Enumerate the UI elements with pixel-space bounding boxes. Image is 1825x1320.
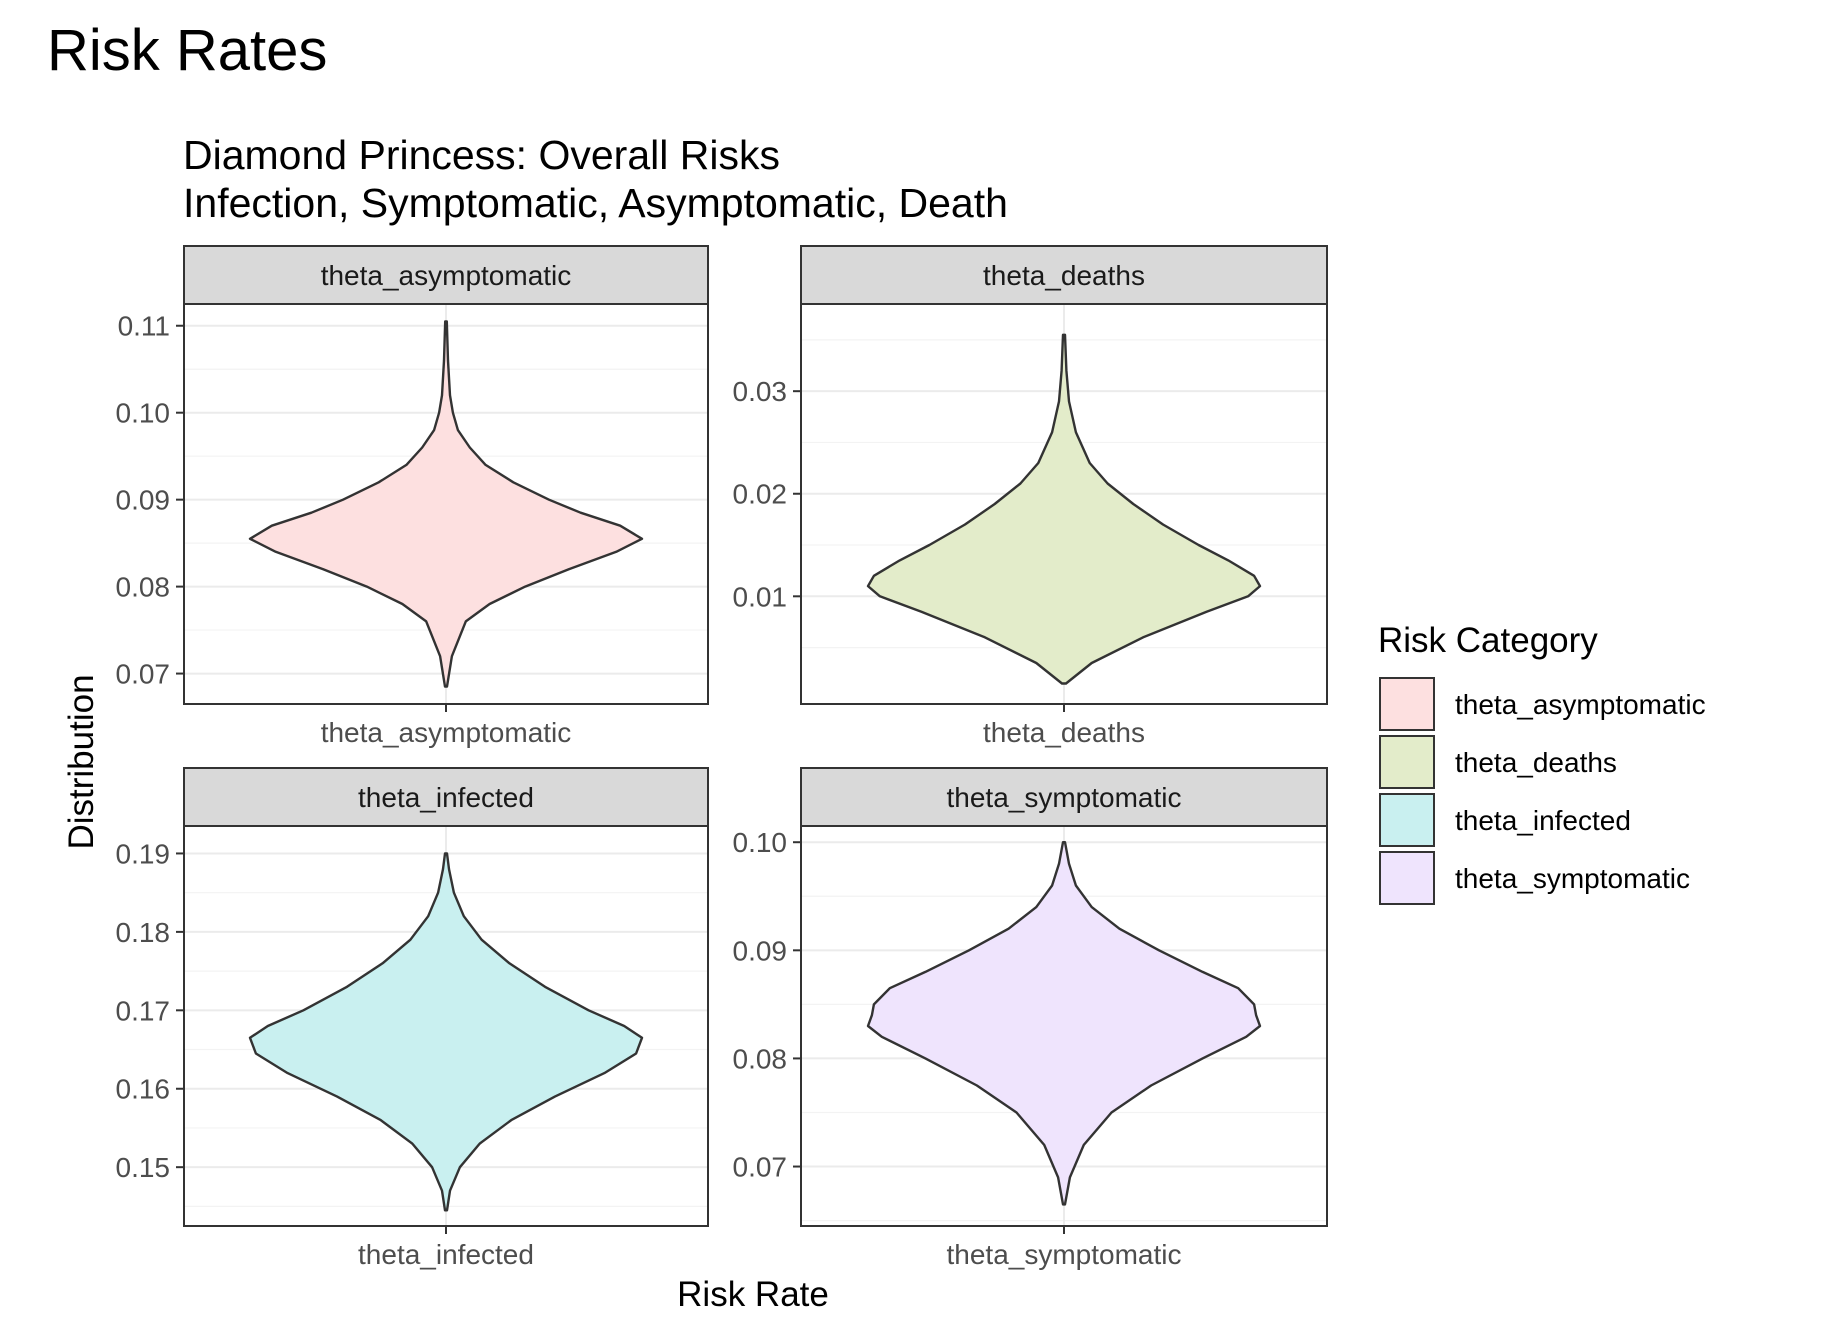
facet-theta_asymptomatic: theta_asymptomatic 0.07 0.08 0.09 0.10 0.11 th…	[116, 245, 709, 748]
legend-key-theta_asymptomatic	[1379, 677, 1435, 731]
facet-strip	[183, 245, 709, 305]
facet-theta_deaths: theta_deaths 0.01 0.02 0.03 theta_deaths	[733, 245, 1328, 748]
y-tick-label: 0.08	[116, 572, 171, 603]
y-tick-label: 0.17	[116, 995, 171, 1026]
y-tick-label: 0.07	[116, 659, 171, 690]
facet-panels: theta_asymptomatic 0.07 0.08 0.09 0.10 0.11 th…	[116, 245, 1328, 1270]
facet-strip-label: theta_deaths	[983, 260, 1145, 291]
x-axis-title: Risk Rate	[677, 1275, 829, 1314]
legend-key-theta_deaths	[1379, 735, 1435, 789]
page-title: Risk Rates	[47, 18, 328, 83]
violin-theta_infected	[248, 852, 644, 1212]
legend-key-theta_symptomatic	[1379, 851, 1435, 905]
facet-strip-label: theta_infected	[358, 782, 534, 813]
y-tick-label: 0.19	[116, 838, 171, 869]
y-tick-label: 0.15	[116, 1152, 171, 1183]
y-tick-label: 0.11	[118, 311, 170, 342]
legend: Risk Category theta_asymptomatic theta_de…	[1378, 621, 1706, 905]
legend-title: Risk Category	[1378, 621, 1598, 660]
violin-theta_deaths	[866, 333, 1262, 685]
x-tick-label: theta_asymptomatic	[321, 717, 572, 748]
legend-label-theta_infected: theta_infected	[1455, 805, 1631, 836]
y-tick-label: 0.16	[116, 1074, 171, 1105]
y-tick-label: 0.09	[733, 935, 788, 966]
facet-strip-label: theta_symptomatic	[947, 782, 1182, 813]
legend-label-theta_asymptomatic: theta_asymptomatic	[1455, 689, 1706, 720]
x-tick-label: theta_deaths	[983, 717, 1145, 748]
chart-title-line-1: Diamond Princess: Overall Risks	[183, 132, 780, 178]
y-tick-label: 0.10	[733, 827, 788, 858]
legend-key-theta_infected	[1379, 793, 1435, 847]
facet-theta_symptomatic: theta_symptomatic 0.07 0.08 0.09 0.10 theta_s…	[733, 767, 1328, 1270]
y-tick-label: 0.02	[733, 479, 788, 510]
legend-label-theta_symptomatic: theta_symptomatic	[1455, 863, 1690, 894]
y-tick-label: 0.01	[733, 581, 788, 612]
y-tick-label: 0.18	[116, 917, 171, 948]
x-tick-label: theta_symptomatic	[947, 1239, 1182, 1270]
legend-label-theta_deaths: theta_deaths	[1455, 747, 1617, 778]
y-tick-label: 0.10	[116, 398, 171, 429]
facet-strip	[183, 767, 709, 827]
facet-theta_infected: theta_infected 0.15 0.16 0.17 0.18 0.19 theta_…	[116, 767, 709, 1270]
y-tick-label: 0.03	[733, 376, 788, 407]
y-tick-label: 0.09	[116, 485, 171, 516]
y-tick-label: 0.07	[733, 1152, 788, 1183]
x-tick-label: theta_infected	[358, 1239, 534, 1270]
violin-theta_asymptomatic	[248, 320, 644, 688]
facet-strip-label: theta_asymptomatic	[321, 260, 572, 291]
facet-strip	[800, 245, 1328, 305]
y-axis-title: Distribution	[62, 674, 101, 849]
y-tick-label: 0.08	[733, 1043, 788, 1074]
facet-strip	[800, 767, 1328, 827]
violin-theta_symptomatic	[866, 841, 1262, 1206]
chart-title-line-2: Infection, Symptomatic, Asymptomatic, De…	[183, 180, 1008, 226]
